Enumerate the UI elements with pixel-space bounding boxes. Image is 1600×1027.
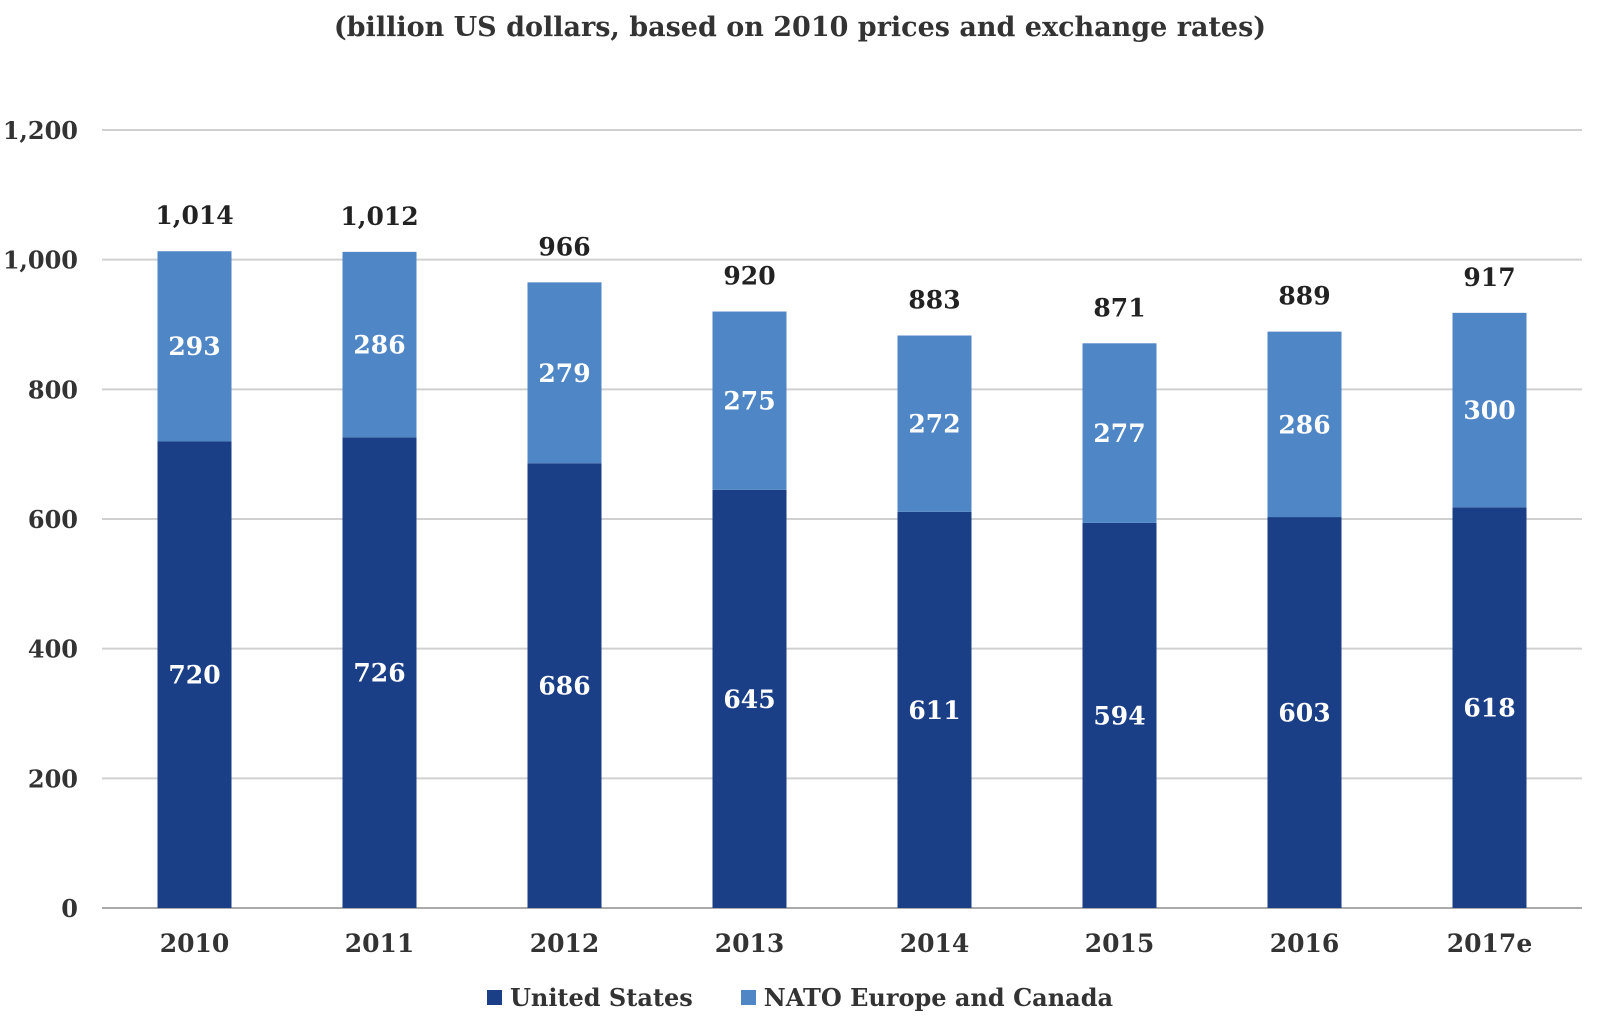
legend-label-united-states: United States <box>509 983 693 1012</box>
legend-label-nato-europe-canada: NATO Europe and Canada <box>763 983 1114 1012</box>
bar-nato-europe-canada <box>342 251 417 438</box>
bar-united-states <box>712 489 787 908</box>
x-axis: 2010 2011 2012 2013 2014 2015 2016 2017e <box>160 929 1533 958</box>
x-tick-label: 2016 <box>1270 929 1340 958</box>
bar-nato-europe-canada <box>527 282 602 464</box>
bar-united-states <box>157 441 232 908</box>
bar-total-label: 920 <box>723 262 775 291</box>
bar-nato-europe-canada <box>1452 312 1527 508</box>
bar-nato-europe-canada <box>712 311 787 490</box>
bar-data-label: 611 <box>908 696 960 725</box>
bar-data-label: 293 <box>168 332 220 361</box>
bar-data-label: 618 <box>1463 694 1515 723</box>
bar-data-label: 594 <box>1093 701 1145 730</box>
x-tick-label: 2013 <box>715 929 785 958</box>
bar-united-states <box>342 437 417 908</box>
bar-united-states <box>527 463 602 908</box>
bar-data-label: 645 <box>723 685 775 714</box>
x-tick-label: 2010 <box>160 929 230 958</box>
bar-united-states <box>897 511 972 908</box>
bar-data-label: 272 <box>908 410 960 439</box>
bar-total-label: 871 <box>1093 293 1145 322</box>
x-tick-label: 2011 <box>345 929 415 958</box>
bar-data-label: 286 <box>353 331 405 360</box>
bar-data-label: 720 <box>168 661 220 690</box>
x-tick-label: 2014 <box>900 929 970 958</box>
legend-item-nato-europe-canada: NATO Europe and Canada <box>740 983 1114 1012</box>
bar-total-label: 966 <box>538 232 590 261</box>
y-tick-label: 800 <box>28 375 78 404</box>
y-axis: 0 200 400 600 800 1,000 1,200 <box>3 116 78 923</box>
legend-swatch-united-states <box>486 990 502 1005</box>
legend-swatch-nato-europe-canada <box>740 990 756 1005</box>
bar-total-label: 917 <box>1463 263 1515 292</box>
y-tick-label: 1,200 <box>3 116 78 145</box>
bar-data-label: 686 <box>538 672 590 701</box>
bar-total-label: 1,014 <box>155 201 233 230</box>
bar-data-label: 603 <box>1278 699 1330 728</box>
x-tick-label: 2012 <box>530 929 600 958</box>
bar-data-label: 726 <box>353 659 405 688</box>
bar-nato-europe-canada <box>897 335 972 512</box>
gridlines <box>102 129 1582 909</box>
bar-total-label: 883 <box>908 286 960 315</box>
x-tick-label: 2015 <box>1085 929 1155 958</box>
bar-united-states <box>1082 522 1157 908</box>
y-tick-label: 400 <box>28 635 78 664</box>
bar-data-label: 279 <box>538 359 590 388</box>
chart-subtitle: (billion US dollars, based on 2010 price… <box>333 12 1267 43</box>
y-tick-label: 0 <box>61 894 78 923</box>
bar-data-label: 300 <box>1463 396 1515 425</box>
bar-data-label: 275 <box>723 387 775 416</box>
bar-total-label: 1,012 <box>340 202 418 231</box>
bar-united-states <box>1452 507 1527 908</box>
y-tick-label: 200 <box>28 764 78 793</box>
bar-nato-europe-canada <box>1267 331 1342 518</box>
bar-nato-europe-canada <box>1082 343 1157 523</box>
bar-united-states <box>1267 517 1342 908</box>
bar-data-label: 286 <box>1278 410 1330 439</box>
legend-item-united-states: United States <box>486 983 693 1012</box>
x-tick-label: 2017e <box>1447 929 1533 958</box>
bar-nato-europe-canada <box>157 251 232 442</box>
y-tick-label: 600 <box>28 505 78 534</box>
legend: United States NATO Europe and Canada <box>0 983 1600 1012</box>
bar-data-label: 277 <box>1093 419 1145 448</box>
bar-total-label: 889 <box>1278 282 1330 311</box>
y-tick-label: 1,000 <box>3 246 78 275</box>
bars: 720 293 1,014 726 286 1,012 686 279 966 645 275 920… <box>155 201 1527 908</box>
